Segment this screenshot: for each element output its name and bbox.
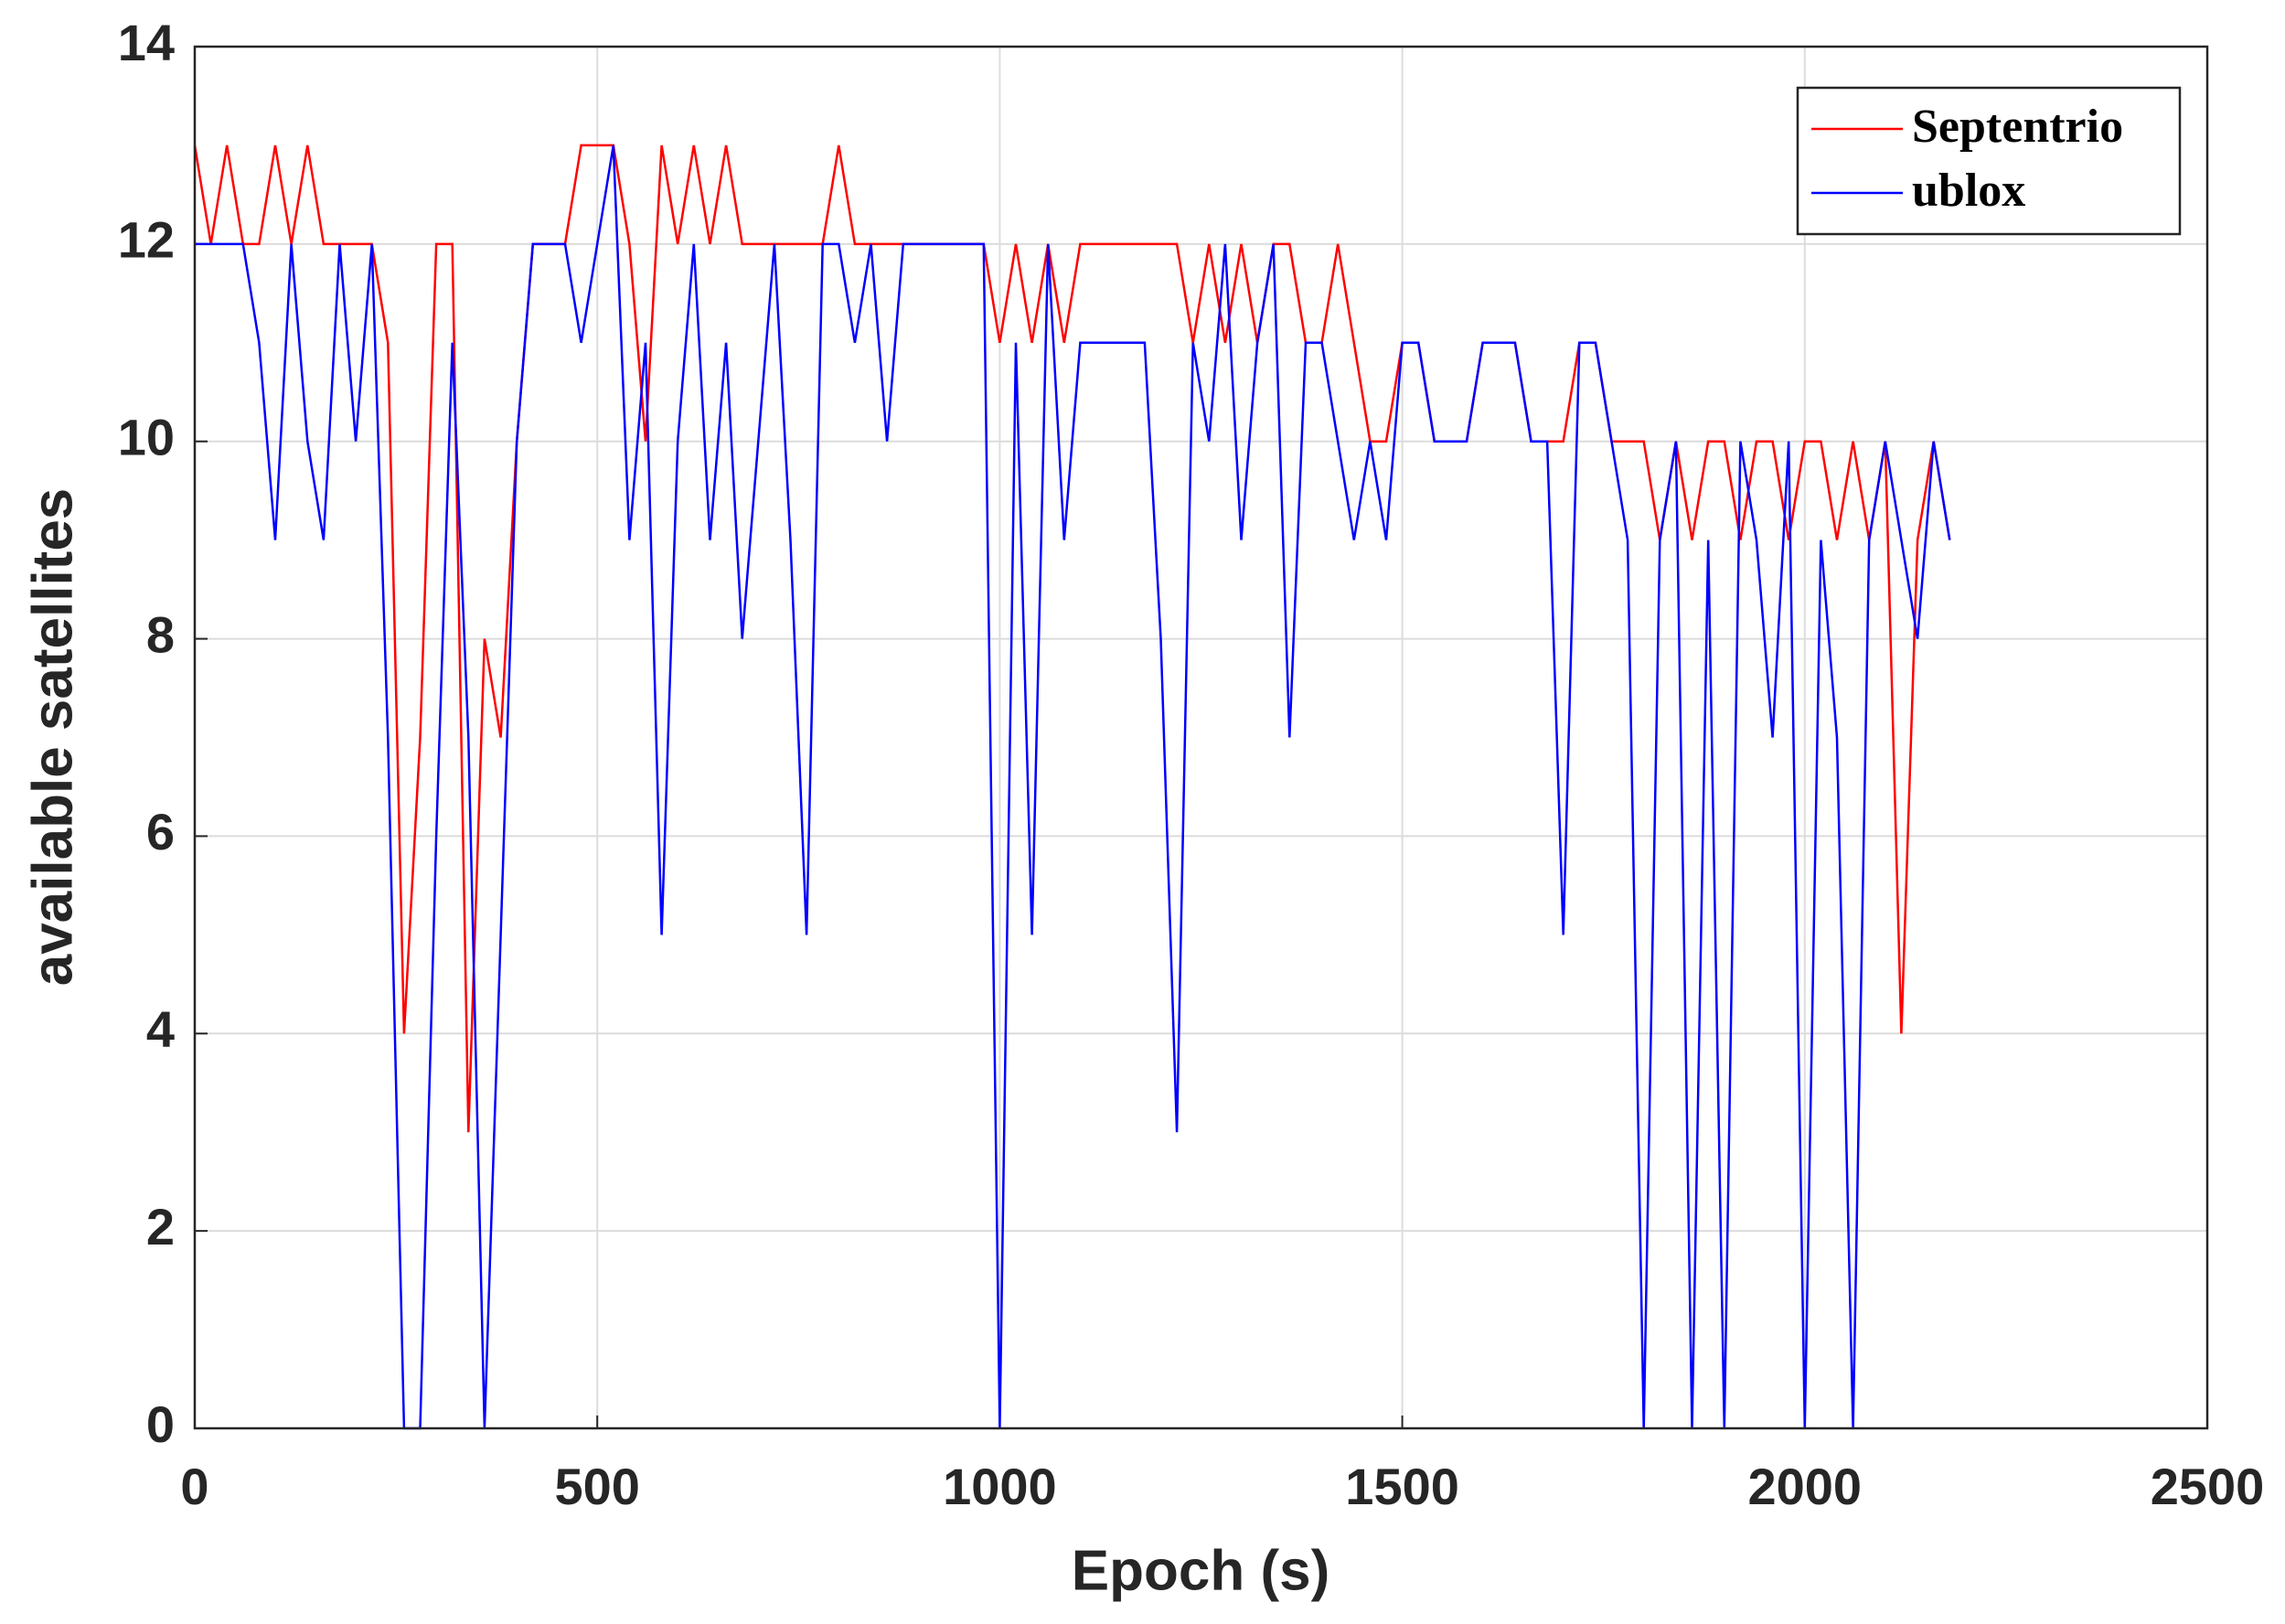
data-line [195, 144, 1951, 1430]
axes-box [193, 45, 2209, 1430]
y-axis-label: available satellites [21, 488, 84, 987]
x-tick-label: 500 [554, 1458, 639, 1515]
plot-area [195, 47, 2207, 1428]
y-tick-label: 0 [146, 1395, 175, 1453]
y-tick-label: 4 [146, 1000, 175, 1058]
y-tick-label: 10 [118, 409, 175, 466]
x-tick-label: 1000 [943, 1458, 1057, 1515]
y-tick-label: 6 [146, 803, 175, 860]
y-tick-label: 8 [146, 605, 175, 663]
legend-label: ublox [1912, 165, 2025, 217]
y-tick-label: 12 [118, 211, 175, 269]
x-tick-label: 1500 [1345, 1458, 1459, 1515]
x-tick-label: 2000 [1748, 1458, 1863, 1515]
x-tick-label: 2500 [2151, 1458, 2265, 1515]
y-tick-label: 2 [146, 1198, 175, 1255]
x-tick-label: 0 [180, 1458, 208, 1515]
legend-label: Septentrio [1912, 101, 2123, 153]
y-tick-label: 14 [118, 14, 175, 71]
legend-box [1796, 86, 2182, 236]
x-axis-label: Epoch (s) [1072, 1539, 1329, 1602]
data-line [193, 144, 1951, 1133]
